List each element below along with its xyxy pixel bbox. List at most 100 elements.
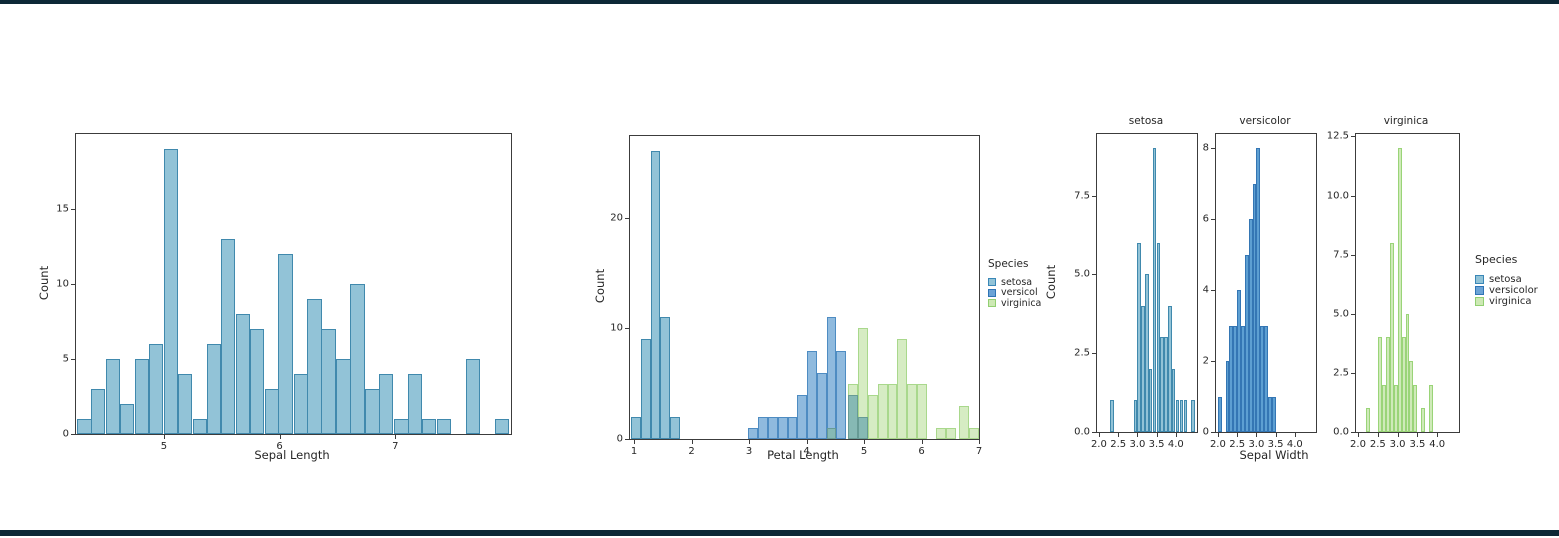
legend-item-virginica: virginica: [1475, 296, 1559, 307]
x-tick-label: 2.0: [1209, 439, 1226, 450]
versicolor-bar: [1229, 325, 1234, 432]
setosa-bar: [1110, 400, 1114, 432]
sepal-length-bar: [135, 359, 150, 434]
x-tick-label: 7: [975, 446, 983, 457]
setosa-bar: [640, 339, 651, 439]
x-tick-mark: [634, 440, 635, 444]
sepal-width-facet-virginica-plot: 2.0 2.5 3.0 3.5 4.0 0.0 2.5 5.0 7.5 10.0 12.5: [1327, 131, 1460, 450]
x-tick-mark: [864, 440, 865, 444]
y-tick-label: 2.5: [1333, 367, 1349, 379]
window-top-border: [0, 0, 1559, 4]
sepal-length-bar: [307, 299, 322, 434]
x-tick-label: 3: [745, 446, 753, 457]
sepal-length-bar: [421, 419, 437, 434]
setosa-bar: [1168, 305, 1172, 432]
virginica-bar: [887, 383, 898, 439]
y-tick-label: 4: [1202, 284, 1209, 296]
y-tick-mark: [1211, 361, 1215, 362]
x-tick-mark: [1118, 433, 1120, 437]
y-tick-mark: [1351, 136, 1355, 138]
setosa-bar: [1175, 400, 1180, 432]
virginica-bar: [1385, 337, 1390, 432]
virginica-bar: [1389, 242, 1394, 432]
x-tick-mark: [1175, 433, 1177, 437]
y-tick-label: 10: [56, 278, 69, 290]
x-tick-label: 2.5: [1369, 439, 1386, 450]
y-tick-mark: [1351, 372, 1355, 374]
virginica-bar: [969, 427, 979, 439]
virginica-bar: [1409, 361, 1414, 432]
x-tick-mark: [749, 440, 750, 444]
virginica-bar: [936, 427, 947, 439]
x-axis-label: Petal Length: [767, 448, 839, 462]
setosa-bar: [1160, 337, 1164, 432]
y-tick-label: 15: [56, 203, 69, 215]
sepal-length-bar: [336, 359, 351, 434]
y-tick-mark: [1092, 432, 1096, 433]
versicolor-bar: [1241, 325, 1245, 432]
y-tick-mark: [1211, 432, 1215, 433]
x-tick-mark: [1377, 433, 1379, 437]
sepal-length-bar: [293, 374, 308, 434]
legend-label: setosa: [1001, 276, 1033, 288]
x-tick-mark: [1137, 433, 1139, 437]
virginica-bar: [916, 383, 927, 439]
sepal-length-bar: [379, 374, 394, 434]
virginica-bar: [1421, 408, 1426, 432]
sepal-length-bar: [436, 419, 452, 434]
y-tick-label: 10: [610, 322, 623, 334]
y-tick-mark: [1092, 274, 1096, 276]
virginica-bar: [1381, 384, 1386, 432]
species-legend-middle: Species setosa versicol virginica: [988, 258, 1052, 320]
virginica-bar: [868, 394, 878, 439]
sepal-length-bar: [249, 329, 264, 434]
sepal-length-bar: [220, 239, 235, 434]
facet-title-virginica: virginica: [1383, 115, 1429, 127]
facet-title-versicolor: versicolor: [1239, 115, 1291, 127]
x-tick-label: 5: [860, 446, 868, 457]
overlap-bar: [826, 427, 837, 439]
setosa-bar: [650, 151, 661, 439]
sepal-length-bar: [465, 359, 481, 434]
versicolor-bar: [1244, 254, 1249, 432]
y-tick-mark: [1351, 195, 1355, 197]
versicolor-bar: [777, 416, 788, 439]
x-tick-mark: [1437, 433, 1439, 437]
versicolor-bar: [1233, 325, 1238, 432]
sepal-length-bar: [235, 314, 251, 434]
setosa-bar: [1172, 368, 1176, 432]
setosa-swatch-icon: [1475, 274, 1484, 284]
x-tick-label: 6: [276, 441, 283, 452]
sepal-length-bar: [278, 254, 293, 434]
versicolor-swatch-icon: [988, 288, 996, 297]
sepal-length-bar: [91, 389, 106, 434]
versicolor-bar: [1248, 219, 1253, 432]
y-tick-mark: [625, 439, 629, 440]
y-tick-label: 0: [62, 428, 69, 440]
x-axis-label: Sepal Length: [254, 448, 330, 462]
versicolor-bar: [826, 317, 837, 439]
y-tick-label: 0: [1202, 426, 1209, 438]
setosa-bar: [1191, 400, 1195, 432]
virginica-bar: [1393, 384, 1398, 432]
setosa-bar: [1145, 274, 1149, 432]
x-tick-label: 3.5: [1148, 439, 1165, 450]
sepal-length-bar: [177, 374, 193, 434]
x-tick-label: 2.0: [1350, 439, 1366, 450]
virginica-bar: [1401, 337, 1406, 432]
overlap-bar: [858, 416, 869, 439]
sepal-length-bar: [321, 329, 336, 434]
x-tick-label: 6: [918, 446, 925, 457]
legend-title: Species: [1475, 253, 1518, 266]
x-tick-mark: [1397, 433, 1399, 437]
y-tick-mark: [625, 217, 629, 219]
virginica-bar: [877, 383, 888, 439]
y-tick-label: 0.0: [1333, 426, 1349, 438]
virginica-bar: [946, 427, 956, 439]
sepal-length-bar: [408, 374, 423, 434]
virginica-bar: [1429, 384, 1434, 432]
x-tick-mark: [395, 435, 397, 439]
sepal-width-facet-setosa-plot: 2.0 2.5 3.0 3.5 4.0 0.0 2.5 5.0 7.5: [1074, 133, 1198, 450]
setosa-bar: [670, 416, 681, 439]
x-tick-mark: [1417, 433, 1419, 437]
